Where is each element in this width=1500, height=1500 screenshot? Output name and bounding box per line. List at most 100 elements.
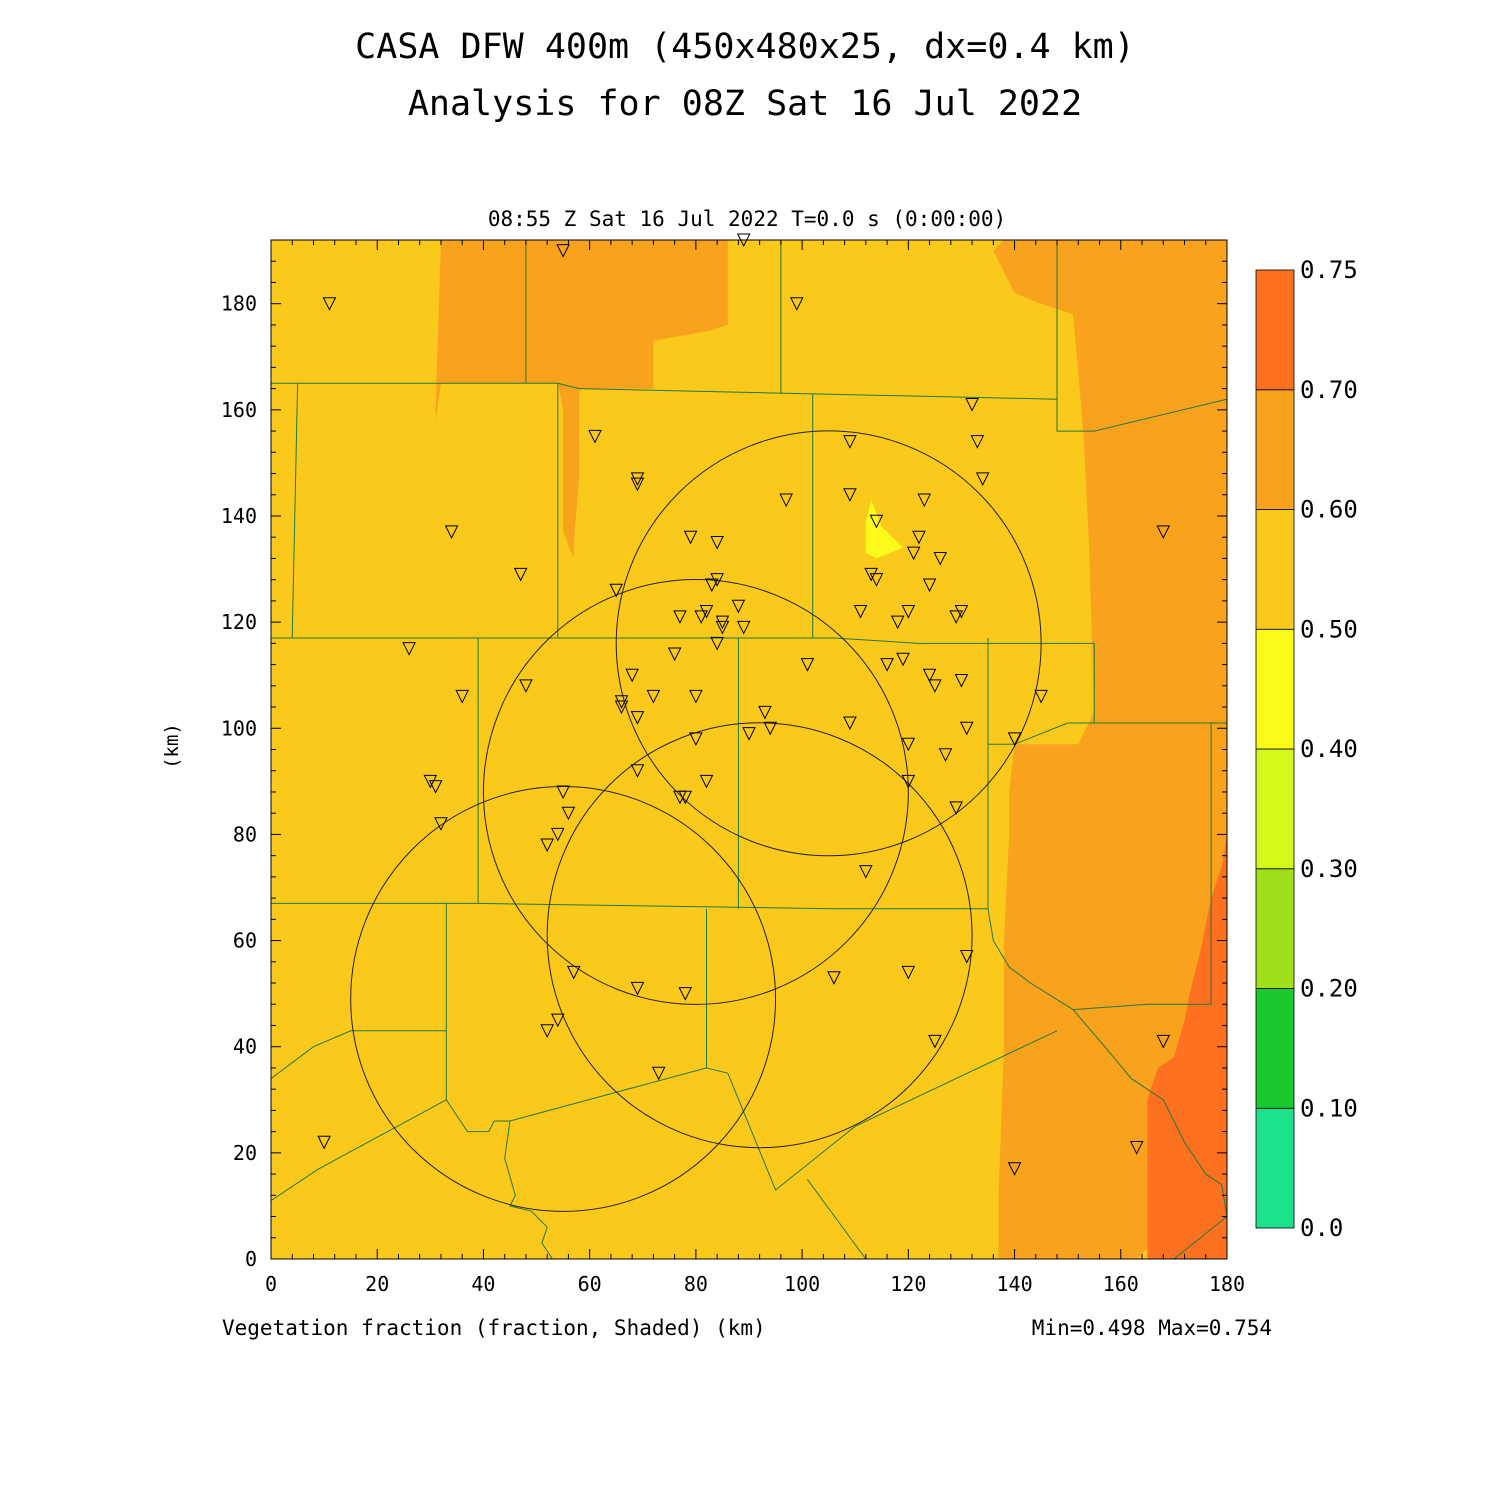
station-marker-53: [843, 716, 857, 731]
station-marker-40: [949, 610, 963, 624]
county-line-15: [271, 903, 447, 1079]
county-line-7: [557, 637, 1095, 644]
station-marker-27: [715, 615, 730, 630]
station-marker-50: [667, 647, 682, 662]
plot-subtitle: 08:55 Z Sat 16 Jul 2022 T=0.0 s (0:00:00…: [488, 207, 1006, 231]
station-marker-60: [949, 801, 963, 815]
station-marker-17: [970, 435, 985, 449]
station-marker-54: [880, 658, 894, 672]
station-marker-12: [843, 435, 857, 449]
range-ring-1: [482, 579, 909, 1005]
station-marker-38: [922, 578, 937, 593]
station-marker-24: [705, 578, 719, 593]
observation-stations: [317, 233, 1171, 1176]
x-tick-label: 40: [471, 1272, 495, 1296]
station-marker-88: [959, 949, 974, 964]
county-line-24: [504, 1120, 553, 1259]
y-tick-label: 100: [221, 716, 257, 740]
station-marker-79: [763, 721, 778, 736]
station-marker-52: [800, 658, 815, 672]
y-tick-label: 60: [233, 929, 257, 953]
station-marker-43: [455, 689, 470, 704]
station-marker-72: [630, 764, 645, 778]
y-tick-label: 120: [221, 610, 257, 634]
colorbar-label-5: 0.50: [1300, 615, 1358, 643]
range-ring-2: [546, 722, 973, 1149]
county-line-13: [271, 638, 989, 910]
colorbar-swatch-0: [1255, 1107, 1295, 1229]
station-marker-14: [869, 514, 884, 529]
colorbar-label-4: 0.40: [1300, 735, 1358, 763]
station-marker-91: [651, 1066, 666, 1081]
station-marker-85: [827, 971, 841, 985]
field-region-3: [1147, 834, 1227, 1259]
station-marker-23: [699, 605, 714, 619]
station-marker-10: [710, 536, 724, 550]
variable-label: Vegetation fraction (fraction, Shaded) (…: [222, 1316, 766, 1340]
y-tick-label: 80: [233, 822, 257, 846]
radar-range-rings: [350, 430, 1042, 1212]
station-marker-1: [556, 244, 570, 258]
colorbar-label-0: 0.0: [1300, 1214, 1343, 1242]
station-marker-35: [901, 605, 916, 619]
station-marker-59: [938, 748, 953, 762]
station-marker-94: [1129, 1141, 1144, 1155]
station-marker-63: [1034, 689, 1048, 704]
field-region-1: [435, 240, 728, 638]
station-marker-36: [906, 546, 921, 561]
county-line-5: [291, 383, 299, 639]
y-tick-label: 160: [221, 398, 257, 422]
station-marker-89: [540, 1024, 554, 1038]
station-marker-20: [609, 583, 624, 598]
station-marker-29: [736, 620, 751, 635]
station-marker-56: [901, 737, 916, 752]
station-marker-77: [742, 727, 756, 741]
title-line-1: CASA DFW 400m (450x480x25, dx=0.4 km): [355, 27, 1135, 67]
colorbar-label-7: 0.70: [1300, 376, 1358, 404]
station-marker-57: [922, 668, 937, 683]
county-line-22: [1072, 722, 1227, 1011]
station-marker-84: [678, 987, 693, 1001]
station-marker-86: [901, 965, 916, 980]
station-marker-65: [423, 774, 438, 789]
station-marker-32: [864, 567, 878, 582]
colorbar-swatch-5: [1255, 509, 1295, 630]
station-marker-13: [843, 488, 857, 502]
station-marker-70: [556, 785, 570, 800]
x-tick-label: 80: [684, 1272, 708, 1296]
station-marker-18: [975, 472, 990, 486]
station-marker-9: [683, 530, 698, 545]
station-marker-37: [912, 530, 926, 545]
station-marker-21: [673, 610, 687, 624]
station-marker-15: [917, 493, 932, 508]
x-tick-label: 100: [784, 1272, 820, 1296]
station-marker-74: [678, 790, 693, 805]
station-marker-6: [513, 567, 528, 582]
colorbar-swatch-4: [1255, 628, 1295, 750]
station-marker-61: [954, 674, 969, 688]
y-axis-label: (km): [161, 723, 183, 769]
station-marker-34: [890, 615, 905, 630]
station-marker-87: [928, 1034, 942, 1049]
county-line-25: [1072, 1009, 1227, 1217]
station-marker-16: [965, 398, 979, 412]
colorbar-label-6: 0.60: [1300, 496, 1358, 524]
station-marker-41: [954, 605, 969, 619]
station-marker-81: [901, 774, 916, 789]
colorbar-swatch-7: [1255, 269, 1295, 391]
station-marker-46: [614, 695, 629, 709]
county-boundaries: [271, 240, 1227, 1259]
field-region-0: [271, 240, 1227, 1259]
station-marker-75: [689, 732, 703, 747]
plot-axes: 0 20 40 60 80 100 120 140 160 180 0 20 40 60 80 100 120 1…: [221, 239, 1245, 1296]
station-marker-26: [731, 599, 746, 614]
county-line-0: [271, 382, 580, 390]
colorbar-label-8: 0.75: [1300, 256, 1358, 284]
county-line-16: [271, 1099, 447, 1202]
station-marker-25: [710, 573, 724, 587]
x-tick-label: 160: [1103, 1272, 1139, 1296]
county-line-1: [578, 388, 1227, 432]
station-marker-83: [630, 981, 645, 996]
station-marker-7: [630, 472, 645, 486]
station-marker-64: [1007, 732, 1022, 747]
